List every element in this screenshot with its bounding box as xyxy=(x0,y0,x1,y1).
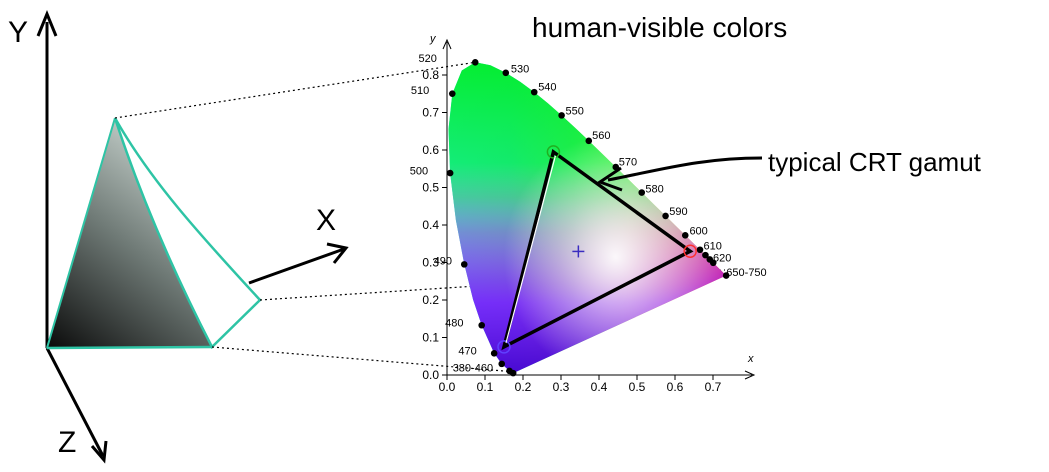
wavelength-dot xyxy=(530,88,538,96)
z-axis-arrowhead xyxy=(90,440,108,464)
wavelength-markers: 5205305405105505605005705805906006106206… xyxy=(410,53,767,377)
wavelength-label: 610 xyxy=(704,241,722,253)
crt-gamut-triangle xyxy=(501,148,694,351)
wavelength-dot xyxy=(498,360,506,368)
x-tick-label: 0.5 xyxy=(629,380,646,394)
spectral-locus-fill xyxy=(448,62,727,374)
wavelength-dot xyxy=(722,272,730,279)
chromaticity-chart: 0.0 0.1 0.2 0.3 0.4 0.5 0.6 0.7 0.0 0.1 0.2 0.3 0.4 0… xyxy=(410,33,767,394)
y-tick-label: 0.3 xyxy=(422,256,439,270)
projection-lines xyxy=(114,61,726,373)
wavelength-label: 480 xyxy=(445,318,463,330)
z-axis-label: Z xyxy=(58,426,76,459)
x-tick-label: 0.7 xyxy=(705,380,722,394)
x-direction-arrow xyxy=(248,242,349,285)
cone-cross-section xyxy=(113,117,262,350)
wavelength-dot xyxy=(681,232,689,239)
x-tick-label: 0.2 xyxy=(515,380,532,394)
wavelength-label: 550 xyxy=(566,106,584,118)
wavelength-dot xyxy=(506,367,513,375)
x-tick-label: 0.3 xyxy=(553,380,570,394)
wavelength-dot xyxy=(448,90,456,97)
wavelength-label: 530 xyxy=(511,63,529,75)
wavelength-label: 600 xyxy=(689,226,707,238)
cone-left-edge xyxy=(46,117,116,349)
crt-gamut-callout: typical CRT gamut xyxy=(768,147,982,177)
cone-base-edge xyxy=(46,345,213,350)
y-axis-letter: y xyxy=(429,33,437,45)
crt-primaries xyxy=(497,145,697,354)
wavelength-label: 470 xyxy=(458,345,476,357)
y-axis-label: Y xyxy=(8,16,28,49)
wavelength-label: 510 xyxy=(411,85,429,97)
wavelength-dot xyxy=(702,251,709,259)
y-tick-label: 0.5 xyxy=(422,181,439,195)
y-tick-label: 0.0 xyxy=(422,368,439,382)
z-axis-line xyxy=(45,347,105,457)
wavelength-dot xyxy=(585,137,593,145)
wavelength-label: 490 xyxy=(434,256,452,268)
wavelength-dot xyxy=(490,350,498,357)
y-tick-label: 0.4 xyxy=(422,218,439,232)
x-tick-label: 0.0 xyxy=(439,380,456,394)
wavelength-dot xyxy=(460,261,468,268)
wavelength-dot xyxy=(638,189,646,196)
y-tick-label: 0.1 xyxy=(422,331,439,345)
wavelength-label: 540 xyxy=(538,81,556,93)
wavelength-label: 590 xyxy=(669,206,687,218)
green-primary xyxy=(546,145,561,159)
wavelength-label: 500 xyxy=(410,166,428,178)
red-primary xyxy=(683,244,697,258)
y-tick-label: 0.6 xyxy=(422,143,439,157)
callout-arrow xyxy=(596,156,763,192)
blue-primary xyxy=(497,340,511,354)
wavelength-dot xyxy=(696,246,704,254)
chart-axes: 0.0 0.1 0.2 0.3 0.4 0.5 0.6 0.7 0.0 0.1 0.2 0.3 0.4 0… xyxy=(422,33,756,394)
cone-shaded-face xyxy=(47,118,212,348)
wavelength-dot xyxy=(662,212,669,220)
y-axis-arrowhead xyxy=(36,10,58,37)
wavelength-label: 570 xyxy=(619,156,637,168)
y-tick-label: 0.7 xyxy=(422,106,439,120)
white-point-marker xyxy=(572,245,585,258)
wavelength-label: 650-750 xyxy=(726,267,766,279)
x-axis-letter: x xyxy=(747,353,754,365)
wavelength-dot xyxy=(471,59,479,66)
x-tick-label: 0.1 xyxy=(477,380,494,394)
wavelength-label: 580 xyxy=(645,183,663,195)
chart-title: human-visible colors xyxy=(532,12,787,43)
triangle-inner-highlight xyxy=(505,155,556,344)
wavelength-dot xyxy=(558,112,565,119)
wavelength-label: 560 xyxy=(592,130,610,142)
wavelength-dot xyxy=(502,69,510,77)
color-cone xyxy=(46,117,262,350)
wavelength-label: 520 xyxy=(419,53,437,65)
wavelength-label: 380-460 xyxy=(453,363,493,375)
wavelength-dot xyxy=(709,259,717,267)
y-tick-label: 0.8 xyxy=(422,68,439,82)
x-tick-label: 0.6 xyxy=(667,380,684,394)
y-tick-label: 0.2 xyxy=(422,293,439,307)
x-axis-label: X xyxy=(316,204,336,237)
xyz-axes: Y Z X xyxy=(8,10,336,464)
x-tick-label: 0.4 xyxy=(591,380,608,394)
wavelength-label: 620 xyxy=(713,252,731,264)
wavelength-dot xyxy=(478,321,485,329)
wavelength-dot xyxy=(446,169,454,177)
